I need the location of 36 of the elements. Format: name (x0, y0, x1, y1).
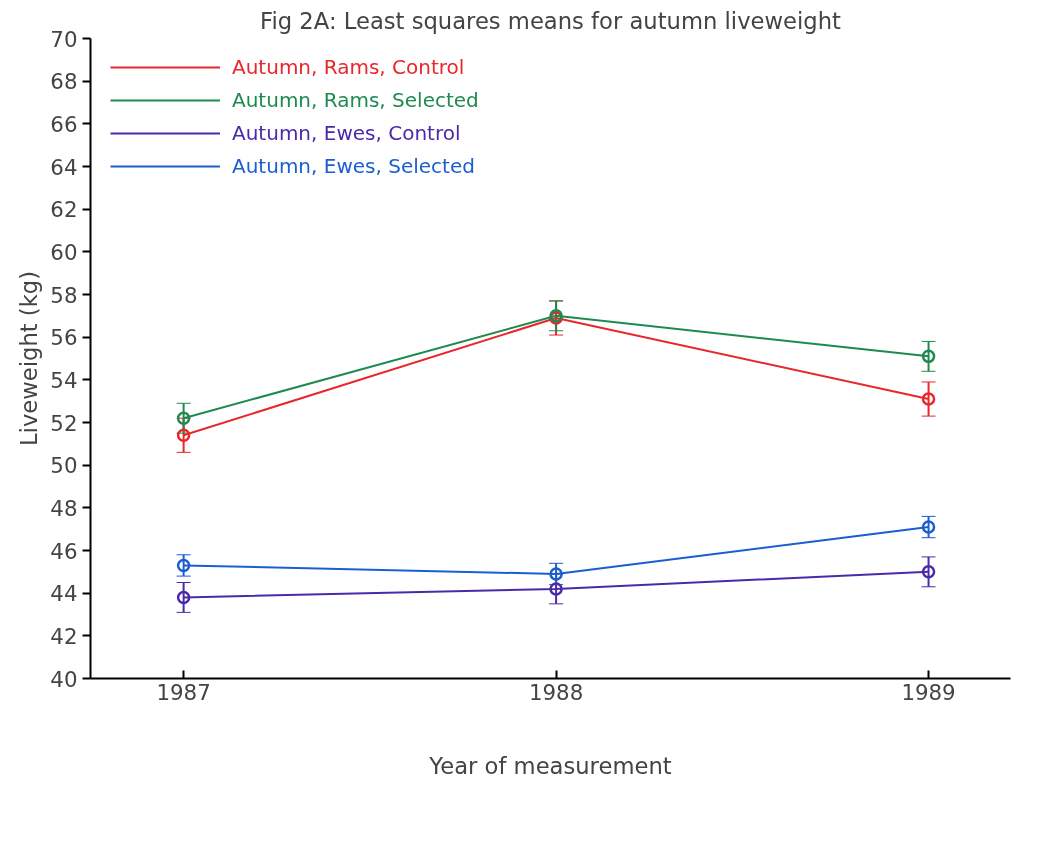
point (176, 558, 191, 573)
point (549, 567, 563, 581)
chart-title: Fig 2A: Least squares means for autumn liveweight (260, 7, 842, 34)
y-tick-label: 40 (50, 666, 78, 692)
x-axis-title: Year of measurement (428, 752, 672, 779)
y-tick-label: 56 (50, 325, 78, 351)
point (176, 411, 191, 425)
y-tick-label: 54 (50, 367, 78, 393)
point (921, 520, 936, 534)
text: Autumn, Ewes, Selected (232, 154, 475, 178)
y-tick-label: 60 (50, 239, 78, 265)
text: Autumn, Rams, Selected (232, 88, 479, 112)
x-tick-label: 1987 (156, 679, 211, 705)
y-tick-label: 68 (50, 69, 78, 95)
y-tick-label: 46 (50, 538, 78, 564)
y-tick-label: 64 (50, 154, 78, 180)
point (549, 582, 563, 596)
point (921, 392, 936, 406)
y-tick-label: 58 (50, 282, 78, 308)
x-tick-label: 1989 (901, 679, 956, 705)
point (176, 590, 191, 605)
y-tick-label: 70 (50, 26, 78, 52)
x-tick-label: 1988 (528, 679, 584, 705)
y-tick-label: 50 (50, 453, 78, 479)
y-tick-label: 66 (50, 111, 78, 137)
y-tick-label: 62 (50, 197, 78, 223)
point (921, 349, 936, 364)
y-tick-label: 52 (50, 410, 78, 436)
y-tick-label: 42 (50, 623, 78, 649)
point (921, 565, 936, 579)
y-tick-label: 44 (50, 581, 78, 607)
y-axis-title: Liveweight (kg) (16, 270, 43, 447)
text: Autumn, Rams, Control (232, 55, 465, 79)
point (176, 428, 191, 443)
text: Autumn, Ewes, Control (232, 121, 461, 145)
y-tick-label: 48 (50, 495, 78, 521)
